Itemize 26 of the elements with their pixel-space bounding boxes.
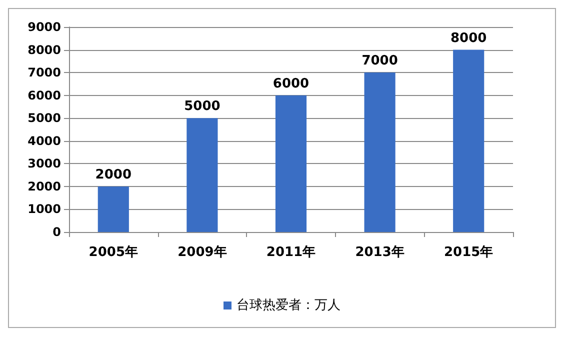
data-label: 2000 — [95, 167, 132, 182]
bar — [453, 50, 484, 232]
y-tick-label: 3000 — [28, 156, 61, 171]
data-label: 8000 — [450, 30, 487, 46]
x-tick-label: 2013年 — [355, 245, 404, 260]
y-tick-label: 8000 — [28, 42, 61, 57]
data-label: 7000 — [362, 54, 398, 69]
x-tick-label: 2015年 — [444, 245, 494, 260]
bar — [364, 72, 396, 232]
x-tick-label: 2009年 — [178, 245, 227, 260]
y-tick-label: 4000 — [28, 134, 61, 148]
y-tick-label: 6000 — [28, 88, 61, 102]
data-label: 5000 — [184, 99, 220, 114]
y-tick-label: 9000 — [28, 20, 61, 34]
bar — [275, 95, 307, 232]
y-tick-label: 5000 — [28, 111, 61, 126]
y-tick-label: 7000 — [28, 66, 61, 80]
y-tick-label: 0 — [52, 225, 61, 239]
bar — [98, 186, 129, 232]
y-tick-label: 1000 — [28, 202, 61, 216]
y-tick-label: 2000 — [28, 179, 61, 194]
bar — [186, 118, 218, 232]
legend-label: 台球热爱者：万人 — [236, 298, 340, 313]
data-label: 6000 — [272, 76, 310, 92]
x-tick-label: 2005年 — [88, 245, 138, 260]
x-tick-label: 2011年 — [266, 245, 316, 260]
